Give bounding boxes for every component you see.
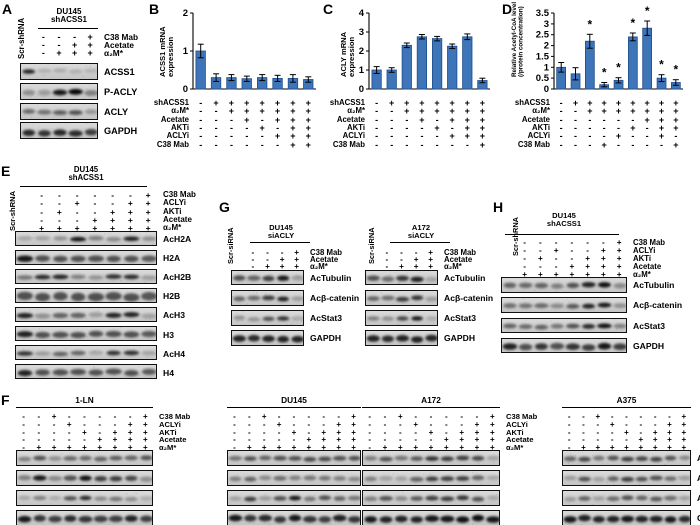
- svg-text:*: *: [659, 58, 664, 72]
- svg-text:3: 3: [544, 19, 549, 30]
- svg-text:2.5: 2.5: [536, 30, 550, 41]
- svg-text:*: *: [616, 61, 621, 75]
- svg-text:3: 3: [359, 27, 364, 38]
- svg-text:2: 2: [183, 8, 188, 19]
- svg-text:0: 0: [359, 84, 364, 95]
- svg-text:2: 2: [544, 41, 549, 52]
- svg-text:*: *: [630, 16, 635, 30]
- svg-text:1: 1: [183, 46, 189, 57]
- svg-text:0: 0: [544, 84, 549, 95]
- svg-text:*: *: [673, 63, 678, 77]
- svg-text:0: 0: [183, 84, 188, 95]
- svg-text:1: 1: [544, 62, 550, 73]
- svg-text:1: 1: [359, 65, 365, 76]
- svg-text:2: 2: [359, 46, 364, 57]
- svg-text:3.5: 3.5: [536, 8, 550, 19]
- svg-text:4: 4: [359, 8, 365, 19]
- svg-text:*: *: [645, 4, 650, 18]
- svg-text:1.5: 1.5: [536, 51, 550, 62]
- svg-text:*: *: [602, 66, 607, 80]
- svg-text:0.5: 0.5: [536, 73, 550, 84]
- svg-text:*: *: [587, 17, 592, 31]
